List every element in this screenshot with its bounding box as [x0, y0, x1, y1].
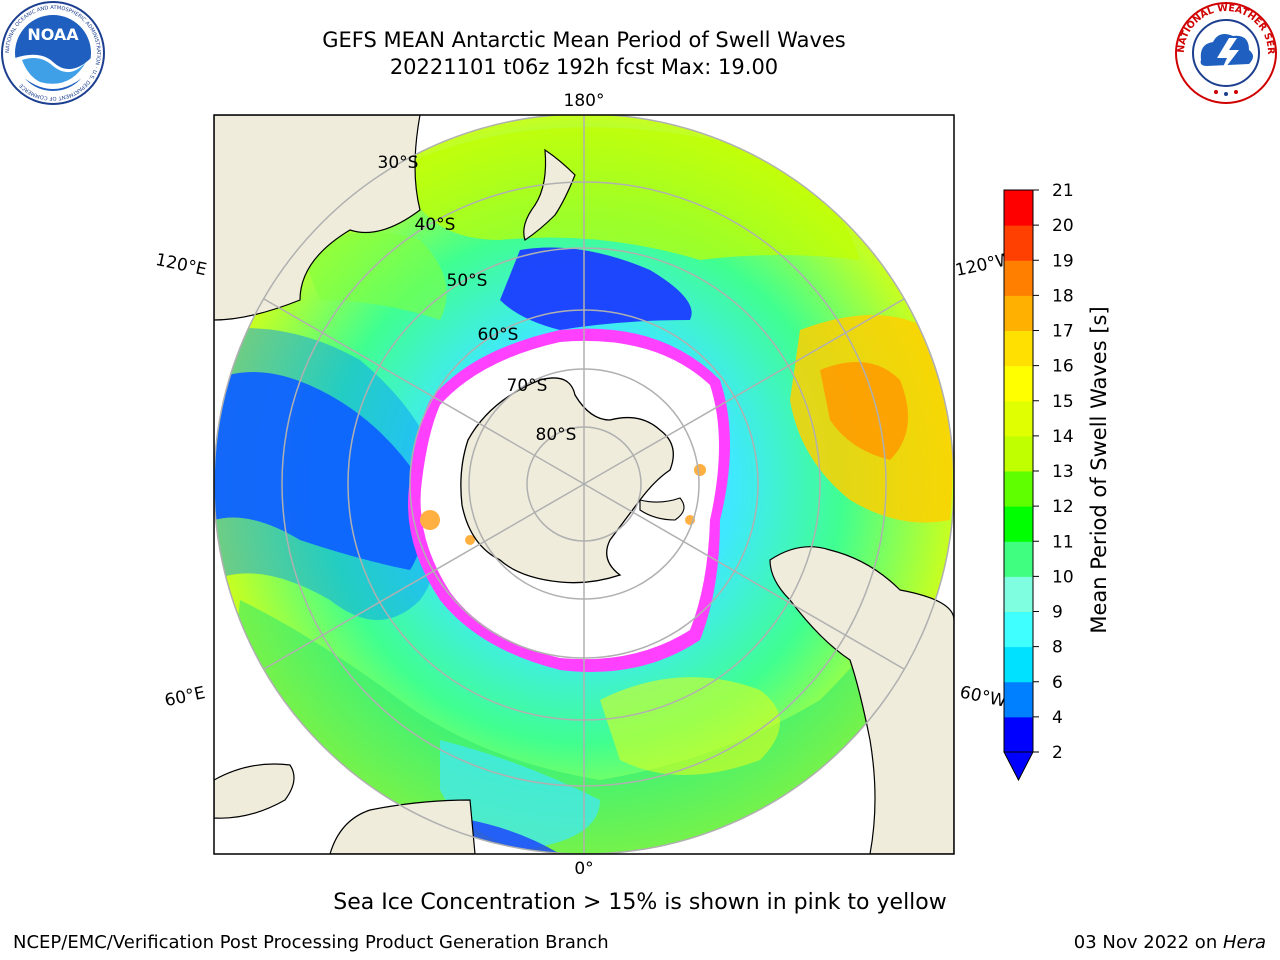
footer-date-text: 03 Nov 2022 on [1073, 932, 1223, 953]
south-america [769, 546, 954, 854]
colorbar-swatch [1004, 190, 1033, 226]
australia [214, 115, 421, 321]
colorbar-swatch [1004, 716, 1033, 753]
colorbar-swatch [1004, 681, 1033, 718]
colorbar-swatch [1004, 400, 1033, 437]
colorbar-swatch [1004, 260, 1033, 296]
colorbar-tick-label: 2 [1052, 743, 1063, 763]
new-zealand [523, 148, 576, 241]
colorbar-label: Mean Period of Swell Waves [s] [1087, 306, 1111, 633]
nws-logo: NATIONAL WEATHER SERVICE [1173, 0, 1277, 104]
colorbar-swatch [1004, 611, 1033, 648]
colorbar: 2 4 6 8 9 10 11 12 13 14 15 16 17 18 19 20 21 [1003, 181, 1074, 782]
colorbar-tick-label: 10 [1052, 567, 1074, 587]
colorbar-tick-label: 14 [1052, 427, 1074, 447]
colorbar-tick-label: 17 [1052, 322, 1074, 342]
noaa-logo-text: NOAA [27, 25, 79, 44]
colorbar-extend-min [1003, 751, 1034, 782]
colorbar-tick-label: 11 [1052, 532, 1074, 552]
colorbar-swatch [1004, 576, 1033, 612]
footer-date: 03 Nov 2022 on Hera [1074, 932, 1266, 953]
colorbar-tick-label: 8 [1052, 638, 1063, 658]
colorbar-tick-label: 4 [1052, 708, 1063, 728]
colorbar-swatch [1004, 541, 1033, 577]
lon-label-120e: 120°E [154, 250, 209, 280]
colorbar-swatch [1004, 435, 1033, 472]
colorbar-swatch [1004, 365, 1033, 402]
colorbar-swatch [1004, 646, 1033, 683]
madagascar [214, 763, 295, 819]
colorbar-tick-label: 15 [1052, 392, 1074, 412]
lat-label-40s: 40°S [415, 215, 456, 235]
colorbar-swatch [1004, 225, 1033, 261]
map-subtitle: 20221101 t06z 192h fcst Max: 19.00 [389, 55, 779, 79]
lat-label-50s: 50°S [447, 271, 488, 291]
africa [329, 799, 476, 854]
lat-label-70s: 70°S [507, 376, 548, 396]
footer-credit: NCEP/EMC/Verification Post Processing Pr… [13, 932, 609, 953]
lon-label-60w: 60°W [958, 682, 1008, 711]
footer-host: Hera [1222, 932, 1266, 953]
colorbar-tick-label: 16 [1052, 357, 1074, 377]
colorbar-swatch [1004, 471, 1033, 507]
colorbar-tick-label: 19 [1052, 251, 1074, 271]
lat-label-30s: 30°S [378, 153, 419, 173]
lon-label-0: 0° [574, 859, 593, 879]
noaa-logo: NOAA NATIONAL OCEANIC AND ATMOSPHERIC AD… [1, 1, 105, 105]
map-title: GEFS MEAN Antarctic Mean Period of Swell… [322, 28, 846, 52]
colorbar-tick-label: 9 [1052, 603, 1063, 623]
colorbar-tick-label: 18 [1052, 286, 1074, 306]
colorbar-tick-label: 21 [1052, 181, 1074, 201]
lon-label-60e: 60°E [163, 683, 207, 711]
colorbar-swatch [1004, 330, 1033, 367]
graticule [214, 115, 954, 854]
map-border [213, 114, 955, 855]
colorbar-tick-label: 13 [1052, 462, 1074, 482]
lat-label-60s: 60°S [478, 325, 519, 345]
colorbar-tick-label: 6 [1052, 673, 1063, 693]
colorbar-swatch [1004, 506, 1033, 542]
colorbar-tick-label: 12 [1052, 497, 1074, 517]
sea-ice-caption: Sea Ice Concentration > 15% is shown in … [333, 890, 947, 915]
lat-label-80s: 80°S [536, 425, 577, 445]
colorbar-tick-label: 20 [1052, 216, 1074, 236]
lon-label-180: 180° [564, 91, 605, 111]
colorbar-swatch [1004, 295, 1033, 331]
map-area [214, 115, 954, 854]
